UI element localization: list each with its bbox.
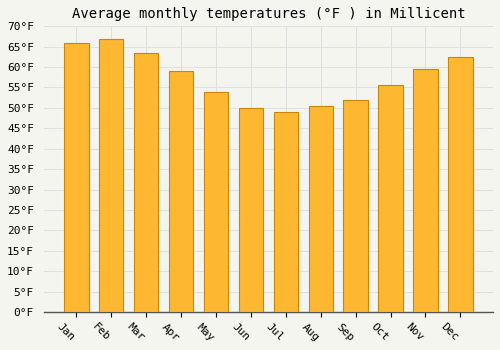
Bar <box>204 92 228 312</box>
Title: Average monthly temperatures (°F ) in Millicent: Average monthly temperatures (°F ) in Mi… <box>72 7 465 21</box>
Bar <box>448 57 472 312</box>
Bar <box>134 53 158 312</box>
Bar <box>169 71 194 312</box>
Bar <box>64 43 88 312</box>
Bar <box>414 69 438 312</box>
Bar <box>238 108 263 312</box>
Bar <box>344 100 368 312</box>
Bar <box>308 106 333 312</box>
Bar <box>99 38 124 312</box>
Bar <box>378 85 403 312</box>
Bar <box>274 112 298 312</box>
